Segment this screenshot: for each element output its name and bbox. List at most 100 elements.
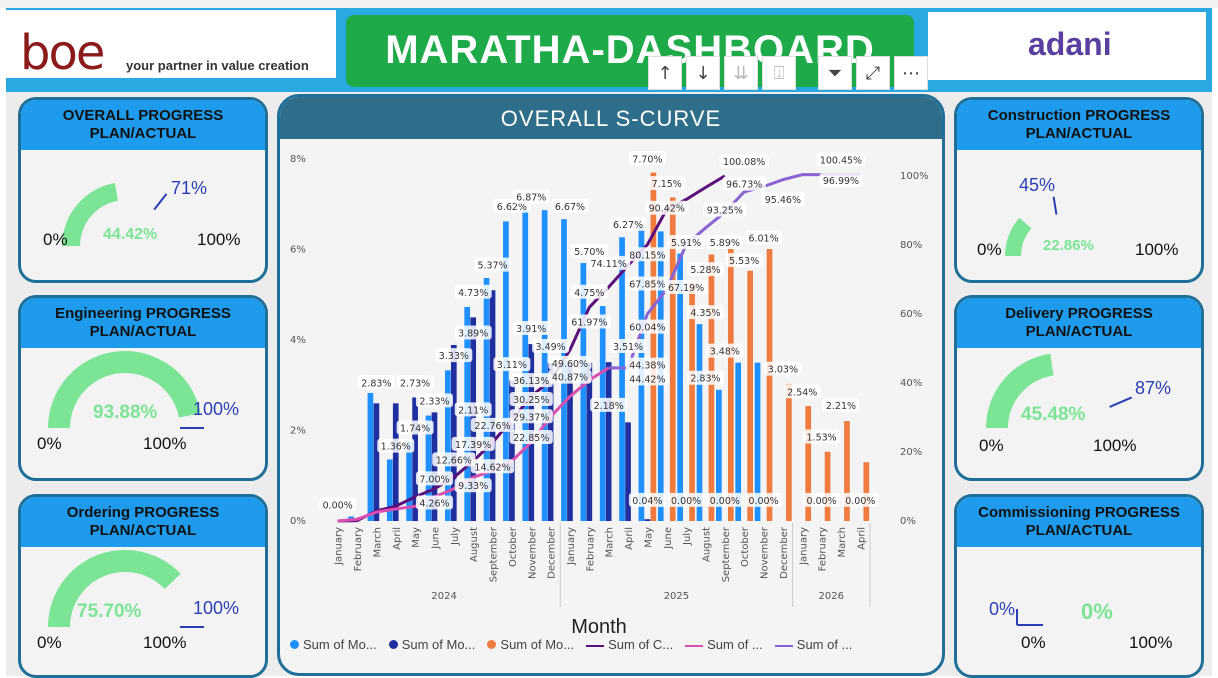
bar-actual[interactable] xyxy=(450,344,457,521)
gauge-target: 45% xyxy=(1019,175,1056,195)
bar-actual[interactable] xyxy=(509,380,515,521)
bar-planned[interactable] xyxy=(735,362,742,521)
svg-text:3.33%: 3.33% xyxy=(439,351,469,362)
bar-planned[interactable] xyxy=(696,324,703,521)
bar-forecast[interactable] xyxy=(727,249,734,522)
legend-item[interactable]: Sum of C... xyxy=(586,637,673,652)
data-label: 0.00% xyxy=(841,492,879,507)
svg-text:44.42%: 44.42% xyxy=(629,374,665,385)
expand-hierarchy-icon[interactable]: ⍗ xyxy=(762,56,796,90)
bar-actual[interactable] xyxy=(489,290,496,521)
bar-actual[interactable] xyxy=(431,412,438,521)
delivery-progress-card[interactable]: Delivery PROGRESS PLAN/ACTUAL 0% 100% 45… xyxy=(954,295,1204,481)
bar-actual[interactable] xyxy=(567,363,573,521)
bar-planned[interactable] xyxy=(754,362,761,521)
bar-forecast[interactable] xyxy=(844,420,850,521)
legend-item[interactable]: Sum of Mo... xyxy=(487,637,574,652)
svg-text:9.33%: 9.33% xyxy=(458,481,488,492)
commissioning-progress-card[interactable]: Commissioning PROGRESS PLAN/ACTUAL 0% 0%… xyxy=(954,494,1204,678)
svg-text:60.04%: 60.04% xyxy=(629,323,665,334)
gauge-fill-arc xyxy=(986,353,1054,429)
data-label: 7.15% xyxy=(648,176,686,191)
focus-mode-icon[interactable]: ⤢ xyxy=(856,56,890,90)
bar-planned[interactable] xyxy=(444,370,451,521)
bar-forecast[interactable] xyxy=(708,254,715,521)
bar-planned[interactable] xyxy=(599,306,606,521)
bar-forecast[interactable] xyxy=(805,406,812,521)
bar-planned[interactable] xyxy=(367,392,374,521)
data-label: 12.66% xyxy=(432,452,476,467)
bar-planned[interactable] xyxy=(715,389,722,521)
svg-text:2.73%: 2.73% xyxy=(400,378,430,389)
legend-label: Sum of Mo... xyxy=(401,637,476,652)
legend-label: Sum of C... xyxy=(608,637,674,652)
svg-text:3.11%: 3.11% xyxy=(497,360,527,371)
bar-planned[interactable] xyxy=(483,278,490,521)
card-title: Construction PROGRESS xyxy=(987,107,1171,124)
svg-text:3.49%: 3.49% xyxy=(536,342,566,353)
legend-item[interactable]: Sum of ... xyxy=(774,637,853,652)
bar-planned[interactable] xyxy=(677,253,683,521)
chart-legend[interactable]: Sum of Mo... Sum of Mo... Sum of Mo... Sum … xyxy=(290,637,940,659)
bar-actual[interactable] xyxy=(373,403,380,521)
more-options-icon[interactable]: ⋯ xyxy=(894,56,928,90)
legend-label: Sum of ... xyxy=(796,637,853,652)
bar-forecast[interactable] xyxy=(669,197,676,521)
cumulative-line-1[interactable] xyxy=(337,366,610,523)
bar-forecast[interactable] xyxy=(747,270,754,521)
x-tick: July xyxy=(450,527,461,546)
filter-icon[interactable]: ⏷ xyxy=(818,56,852,90)
arrow-up-icon[interactable]: ↑ xyxy=(648,56,682,90)
svg-text:2.83%: 2.83% xyxy=(690,374,720,385)
bar-forecast[interactable] xyxy=(766,249,773,522)
bar-planned[interactable] xyxy=(386,459,393,521)
y-left-tick: 8% xyxy=(290,154,306,165)
bar-forecast[interactable] xyxy=(786,383,792,521)
gauge-value: 93.88% xyxy=(93,402,158,423)
svg-text:5.28%: 5.28% xyxy=(690,265,720,276)
overall-progress-card[interactable]: OVERALL PROGRESS PLAN/ACTUAL 0% 100% 44.… xyxy=(18,97,268,283)
legend-item[interactable]: Sum of Mo... xyxy=(388,637,476,652)
bar-planned[interactable] xyxy=(503,221,509,521)
arrow-down-icon[interactable]: ↓ xyxy=(686,56,720,90)
bar-forecast[interactable] xyxy=(689,282,695,521)
engineering-progress-card[interactable]: Engineering PROGRESS PLAN/ACTUAL 0% 100%… xyxy=(18,295,268,481)
svg-text:3.48%: 3.48% xyxy=(710,347,740,358)
s-curve-card[interactable]: OVERALL S-CURVE 0% 2% 4% 6% 8% 0% 20% 40% 60% 80%… xyxy=(277,94,945,676)
data-label: 2.21% xyxy=(822,397,860,412)
ordering-progress-card[interactable]: Ordering PROGRESS PLAN/ACTUAL 0% 100% 75… xyxy=(18,494,268,678)
svg-text:0.04%: 0.04% xyxy=(632,496,662,507)
svg-text:67.85%: 67.85% xyxy=(629,280,665,291)
bar-forecast[interactable] xyxy=(650,172,657,521)
adani-logo xyxy=(928,12,1206,80)
legend-item[interactable]: Sum of Mo... xyxy=(290,637,377,652)
x-tick: August xyxy=(701,527,712,562)
x-tick: August xyxy=(469,527,480,562)
bar-planned[interactable] xyxy=(425,415,432,521)
double-arrow-down-icon[interactable]: ⇊ xyxy=(724,56,758,90)
data-label: 44.42% xyxy=(625,371,669,386)
svg-text:5.91%: 5.91% xyxy=(671,238,701,249)
bar-planned[interactable] xyxy=(406,442,412,521)
bar-planned[interactable] xyxy=(619,237,625,521)
svg-text:22.85%: 22.85% xyxy=(513,433,549,444)
legend-item[interactable]: Sum of ... xyxy=(685,637,763,652)
bar-actual[interactable] xyxy=(586,362,593,521)
svg-text:2.18%: 2.18% xyxy=(594,401,624,412)
construction-progress-card[interactable]: Construction PROGRESS PLAN/ACTUAL 0% 100… xyxy=(954,97,1204,283)
s-curve-chart[interactable]: 0% 2% 4% 6% 8% 0% 20% 40% 60% 80% 100% 0.00% 2.83% 1.… xyxy=(280,139,942,676)
bar-actual[interactable] xyxy=(625,422,631,521)
legend-dot-icon xyxy=(388,640,398,649)
bar-forecast[interactable] xyxy=(824,451,831,521)
bar-planned[interactable] xyxy=(541,210,548,521)
bar-actual[interactable] xyxy=(412,397,418,521)
bar-actual[interactable] xyxy=(392,403,399,521)
bar-planned[interactable] xyxy=(580,263,587,521)
x-tick: March xyxy=(837,527,848,557)
bar-actual[interactable] xyxy=(605,362,612,521)
gauge-min: 0% xyxy=(979,436,1004,455)
bar-actual[interactable] xyxy=(644,519,651,521)
cumulative-line-2[interactable] xyxy=(608,173,861,370)
bar-forecast[interactable] xyxy=(863,462,870,521)
card-subtitle: PLAN/ACTUAL xyxy=(1025,125,1133,142)
